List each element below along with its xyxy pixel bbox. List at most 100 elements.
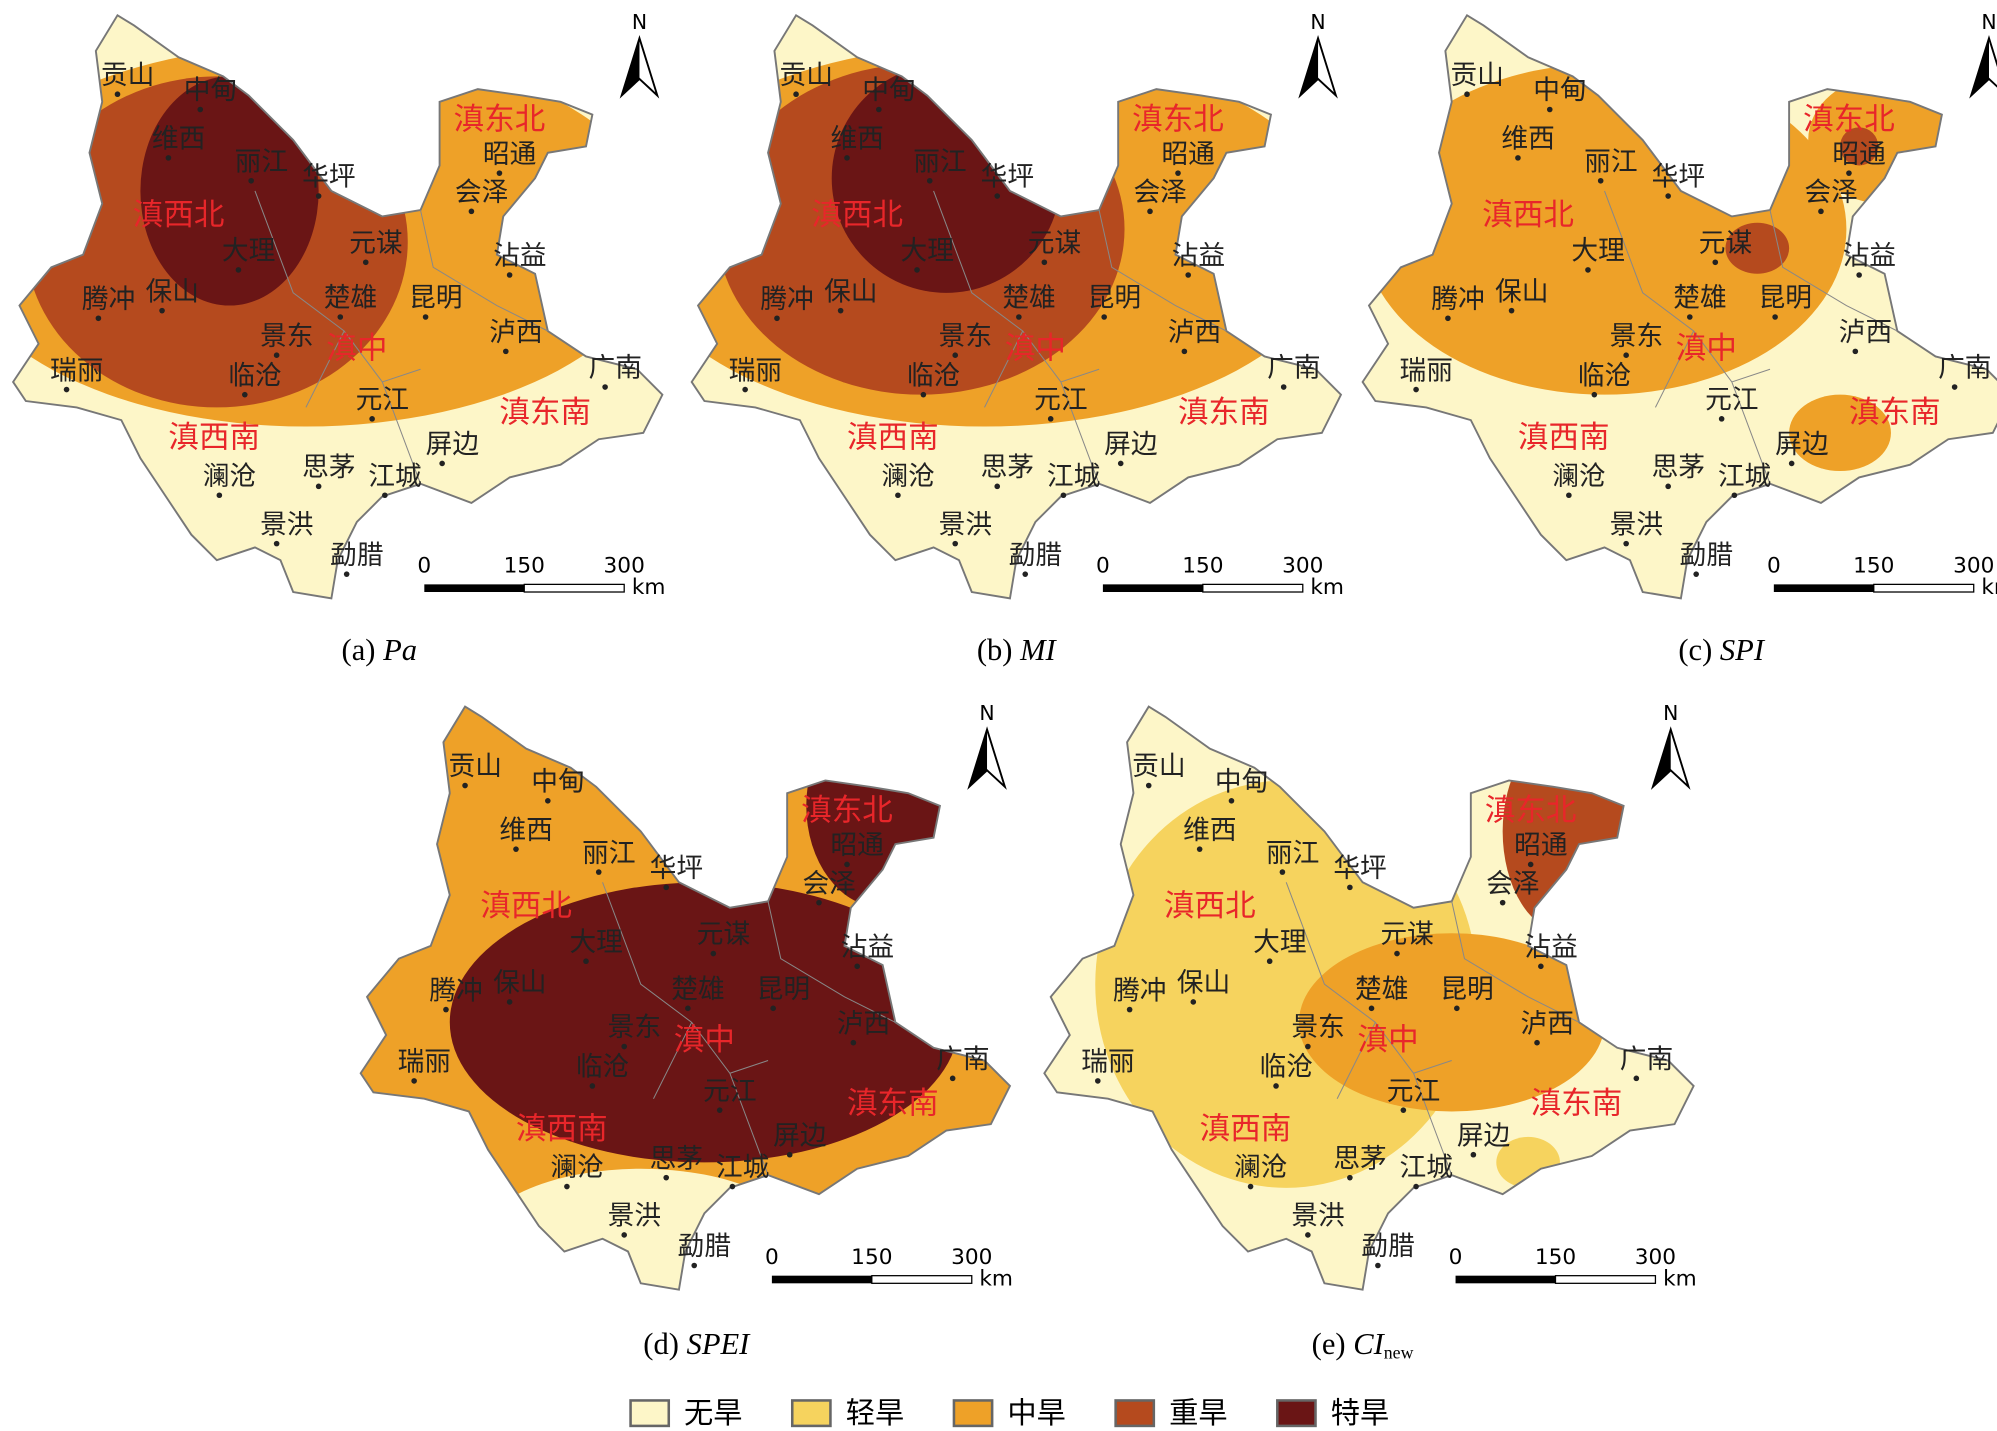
scale-tick-label: 0 (765, 1245, 779, 1270)
city-label: 楚雄 (1673, 283, 1726, 314)
scale-tick-label: 150 (1535, 1245, 1576, 1270)
caption-label: (b) (977, 633, 1013, 667)
city-label: 沾益 (1524, 932, 1577, 963)
fill-zone (140, 76, 319, 306)
scale-unit: km (1981, 575, 1997, 600)
city-dot (1534, 1039, 1540, 1046)
city-dot (1470, 1151, 1477, 1158)
city-label: 维西 (1501, 124, 1554, 155)
scale-tick-label: 300 (1635, 1245, 1676, 1270)
city-dot (837, 307, 844, 314)
scale-bar-black (424, 584, 525, 593)
city-label: 丽江 (582, 838, 635, 869)
caption-index: SPI (1720, 633, 1766, 667)
city-dot (1196, 846, 1203, 852)
city-dot (710, 950, 717, 957)
city-label: 会泽 (1133, 177, 1186, 208)
city-label: 昭通 (483, 139, 536, 170)
panel-caption: (e) CInew (1312, 1327, 1414, 1363)
city-label: 屏边 (426, 429, 480, 460)
city-label: 沾益 (493, 241, 546, 272)
city-label: 保山 (1177, 968, 1230, 999)
city-label: 华坪 (981, 162, 1034, 193)
city-label: 景洪 (1291, 1201, 1344, 1232)
city-dot (1347, 1174, 1353, 1181)
city-dot (1633, 1075, 1640, 1082)
city-label: 中甸 (1215, 766, 1268, 797)
city-label: 泸西 (1839, 317, 1892, 348)
drought-fill (360, 706, 1010, 1290)
city-dot (1856, 272, 1862, 278)
city-dot (197, 106, 204, 113)
scale-tick-label: 0 (1767, 554, 1781, 579)
city-label: 会泽 (1486, 868, 1539, 899)
city-dot (742, 386, 748, 393)
fill-zone (1298, 933, 1605, 1112)
scale-tick-label: 0 (1449, 1245, 1463, 1270)
city-label: 元江 (1705, 385, 1758, 416)
city-dot (1280, 384, 1287, 390)
city-label: 瑞丽 (1081, 1047, 1134, 1078)
city-label: 勐腊 (678, 1231, 731, 1262)
city-label: 元谋 (1028, 228, 1081, 259)
city-dot (1623, 352, 1629, 359)
scale-tick-label: 300 (604, 554, 645, 579)
fill-zone (1789, 394, 1891, 472)
city-dot (506, 272, 513, 278)
north-arrow-half (1300, 38, 1319, 96)
city-label: 大理 (900, 236, 953, 267)
north-arrow-half (1652, 729, 1671, 787)
city-dot (564, 1183, 570, 1190)
caption-subscript: new (1384, 1343, 1414, 1363)
city-label: 维西 (830, 124, 883, 155)
city-dot (462, 782, 468, 789)
city-dot (496, 170, 503, 176)
city-label: 勐腊 (330, 540, 383, 571)
caption-index: Pa (382, 633, 417, 667)
city-dot (1400, 1107, 1407, 1113)
province-outline (359, 705, 1012, 1291)
city-dot (895, 492, 901, 499)
city-dot (1718, 416, 1725, 422)
city-dot (691, 1262, 698, 1269)
city-dot (994, 483, 1001, 490)
city-label: 昭通 (1161, 139, 1214, 170)
city-label: 贡山 (449, 751, 502, 782)
city-dot (63, 386, 70, 393)
scale-tick-label: 150 (1853, 554, 1894, 579)
city-label: 丽江 (1266, 838, 1319, 869)
city-dot (1712, 259, 1719, 266)
city-dot (468, 208, 475, 215)
city-label: 景洪 (260, 509, 313, 540)
city-label: 中甸 (531, 766, 584, 797)
scale-tick-label: 150 (1182, 554, 1223, 579)
city-label: 澜沧 (881, 461, 934, 492)
region-label: 滇东北 (1132, 102, 1224, 137)
city-dot (914, 267, 920, 273)
scale-bar-white (1554, 1275, 1657, 1284)
city-dot (854, 963, 860, 970)
region-label: 滇东北 (1803, 102, 1895, 137)
city-label: 景东 (1610, 321, 1663, 352)
city-label: 屏边 (1104, 429, 1158, 460)
city-label: 保山 (493, 968, 546, 999)
fill-zone (1725, 222, 1790, 274)
city-label: 泸西 (489, 317, 542, 348)
city-dot (621, 1043, 628, 1050)
city-dot (1538, 963, 1544, 970)
city-label: 腾冲 (760, 284, 813, 315)
city-dot (844, 861, 850, 868)
city-label: 勐腊 (1680, 540, 1733, 571)
city-label: 景东 (260, 321, 313, 352)
city-label: 贡山 (1132, 751, 1185, 782)
city-dot (994, 193, 1001, 199)
scale-unit: km (1663, 1266, 1697, 1291)
region-label: 滇东南 (1531, 1087, 1623, 1122)
city-dot (949, 1075, 956, 1082)
legend-label: 轻旱 (846, 1396, 905, 1430)
city-dot (1464, 91, 1470, 98)
north-label: N (1981, 10, 1996, 34)
city-label: 昭通 (1832, 139, 1885, 170)
